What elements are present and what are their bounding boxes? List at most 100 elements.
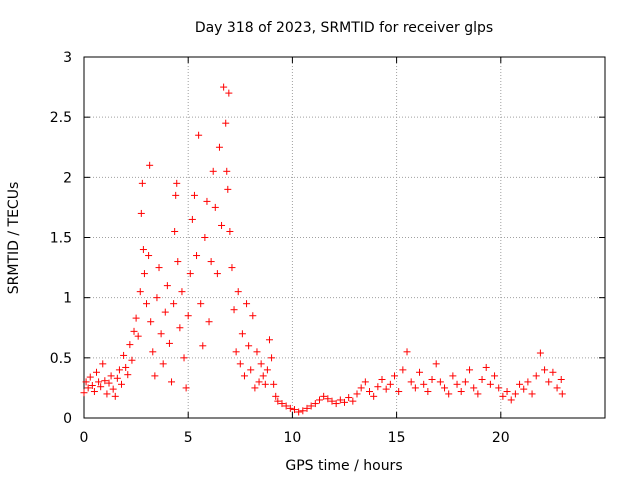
data-point <box>432 360 440 368</box>
data-point <box>238 330 246 338</box>
data-point <box>155 264 163 272</box>
data-point <box>411 384 419 392</box>
x-tick-label: 10 <box>283 430 301 446</box>
data-point <box>545 378 553 386</box>
data-point <box>157 330 165 338</box>
data-point <box>499 392 507 400</box>
data-point <box>103 390 111 398</box>
y-tick-label: 1 <box>63 291 72 307</box>
data-point <box>171 227 179 235</box>
data-point <box>165 339 173 347</box>
data-point <box>126 341 134 349</box>
data-point <box>190 191 198 199</box>
data-point <box>253 348 261 356</box>
data-point <box>176 324 184 332</box>
data-point <box>486 380 494 388</box>
data-point <box>228 264 236 272</box>
data-point <box>124 371 132 379</box>
data-point <box>428 375 436 383</box>
data-point <box>218 221 226 229</box>
data-point <box>122 363 130 371</box>
data-point <box>261 380 269 388</box>
data-point <box>151 372 159 380</box>
data-point <box>272 392 280 400</box>
data-point <box>353 390 361 398</box>
data-point <box>303 404 311 412</box>
data-point <box>255 378 263 386</box>
data-point <box>199 342 207 350</box>
data-point <box>336 396 344 404</box>
data-point <box>153 294 161 302</box>
data-point <box>491 372 499 380</box>
data-point <box>170 300 178 308</box>
data-point <box>240 372 248 380</box>
data-point <box>495 384 503 392</box>
data-point <box>193 252 201 260</box>
data-point <box>528 390 536 398</box>
data-point <box>186 270 194 278</box>
data-point <box>445 390 453 398</box>
data-point <box>86 373 94 381</box>
data-point <box>245 342 253 350</box>
chart-title: Day 318 of 2023, SRMTID for receiver glp… <box>195 20 493 36</box>
data-point <box>84 384 92 392</box>
data-point <box>268 354 276 362</box>
data-point <box>503 388 511 396</box>
data-point <box>172 191 180 199</box>
data-point <box>416 368 424 376</box>
data-point <box>449 372 457 380</box>
data-point <box>115 366 123 374</box>
data-point <box>536 349 544 357</box>
data-point <box>93 368 101 376</box>
data-point <box>243 300 251 308</box>
data-point <box>482 363 490 371</box>
data-point <box>382 385 390 393</box>
data-point <box>470 384 478 392</box>
x-tick-label: 15 <box>388 430 406 446</box>
data-point <box>282 402 290 410</box>
data-point <box>251 384 259 392</box>
data-point <box>213 270 221 278</box>
data-point <box>541 366 549 374</box>
x-tick-label: 5 <box>184 430 193 446</box>
data-point <box>461 378 469 386</box>
data-point <box>366 388 374 396</box>
data-point <box>224 185 232 193</box>
data-point <box>220 83 228 91</box>
data-point <box>209 167 217 175</box>
data-point <box>286 404 294 412</box>
data-point <box>332 400 340 408</box>
data-point <box>128 356 136 364</box>
data-point <box>88 382 96 390</box>
data-point <box>361 378 369 386</box>
data-point <box>105 379 113 387</box>
data-point <box>140 270 148 278</box>
data-point <box>223 167 231 175</box>
data-point <box>139 246 147 254</box>
data-point <box>159 360 167 368</box>
data-point <box>111 392 119 400</box>
data-point <box>320 392 328 400</box>
data-point <box>184 312 192 320</box>
data-point <box>553 384 561 392</box>
data-point <box>207 258 215 266</box>
data-point <box>386 380 394 388</box>
data-point <box>97 383 105 391</box>
data-point <box>403 348 411 356</box>
data-point <box>234 288 242 296</box>
y-tick-label: 2.5 <box>50 110 72 126</box>
data-point <box>205 318 213 326</box>
data-point <box>257 360 265 368</box>
data-point <box>109 385 117 393</box>
data-point <box>311 400 319 408</box>
data-point <box>90 388 98 396</box>
data-point <box>328 397 336 405</box>
y-tick-label: 1.5 <box>50 231 72 247</box>
data-point <box>299 407 307 415</box>
data-point <box>265 336 273 344</box>
data-point <box>349 397 357 405</box>
data-point <box>149 348 157 356</box>
data-point <box>147 318 155 326</box>
y-tick-label: 3 <box>63 50 72 66</box>
